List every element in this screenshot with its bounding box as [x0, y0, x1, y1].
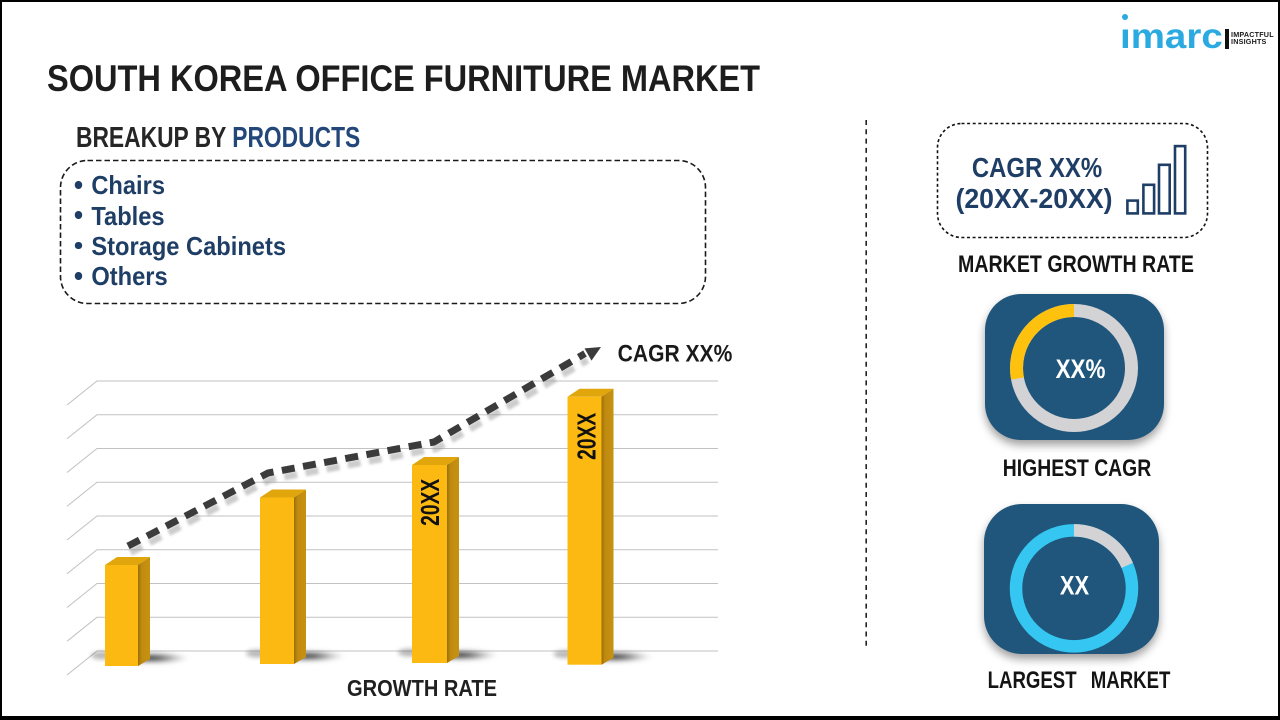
- svg-text:XX%: XX%: [1056, 355, 1106, 384]
- svg-text:20XX: 20XX: [572, 412, 602, 460]
- svg-text:GROWTH RATE: GROWTH RATE: [347, 676, 497, 701]
- svg-text:XX: XX: [1060, 571, 1090, 601]
- svg-text:CAGR XX%: CAGR XX%: [618, 339, 733, 367]
- svg-text:20XX: 20XX: [415, 478, 445, 526]
